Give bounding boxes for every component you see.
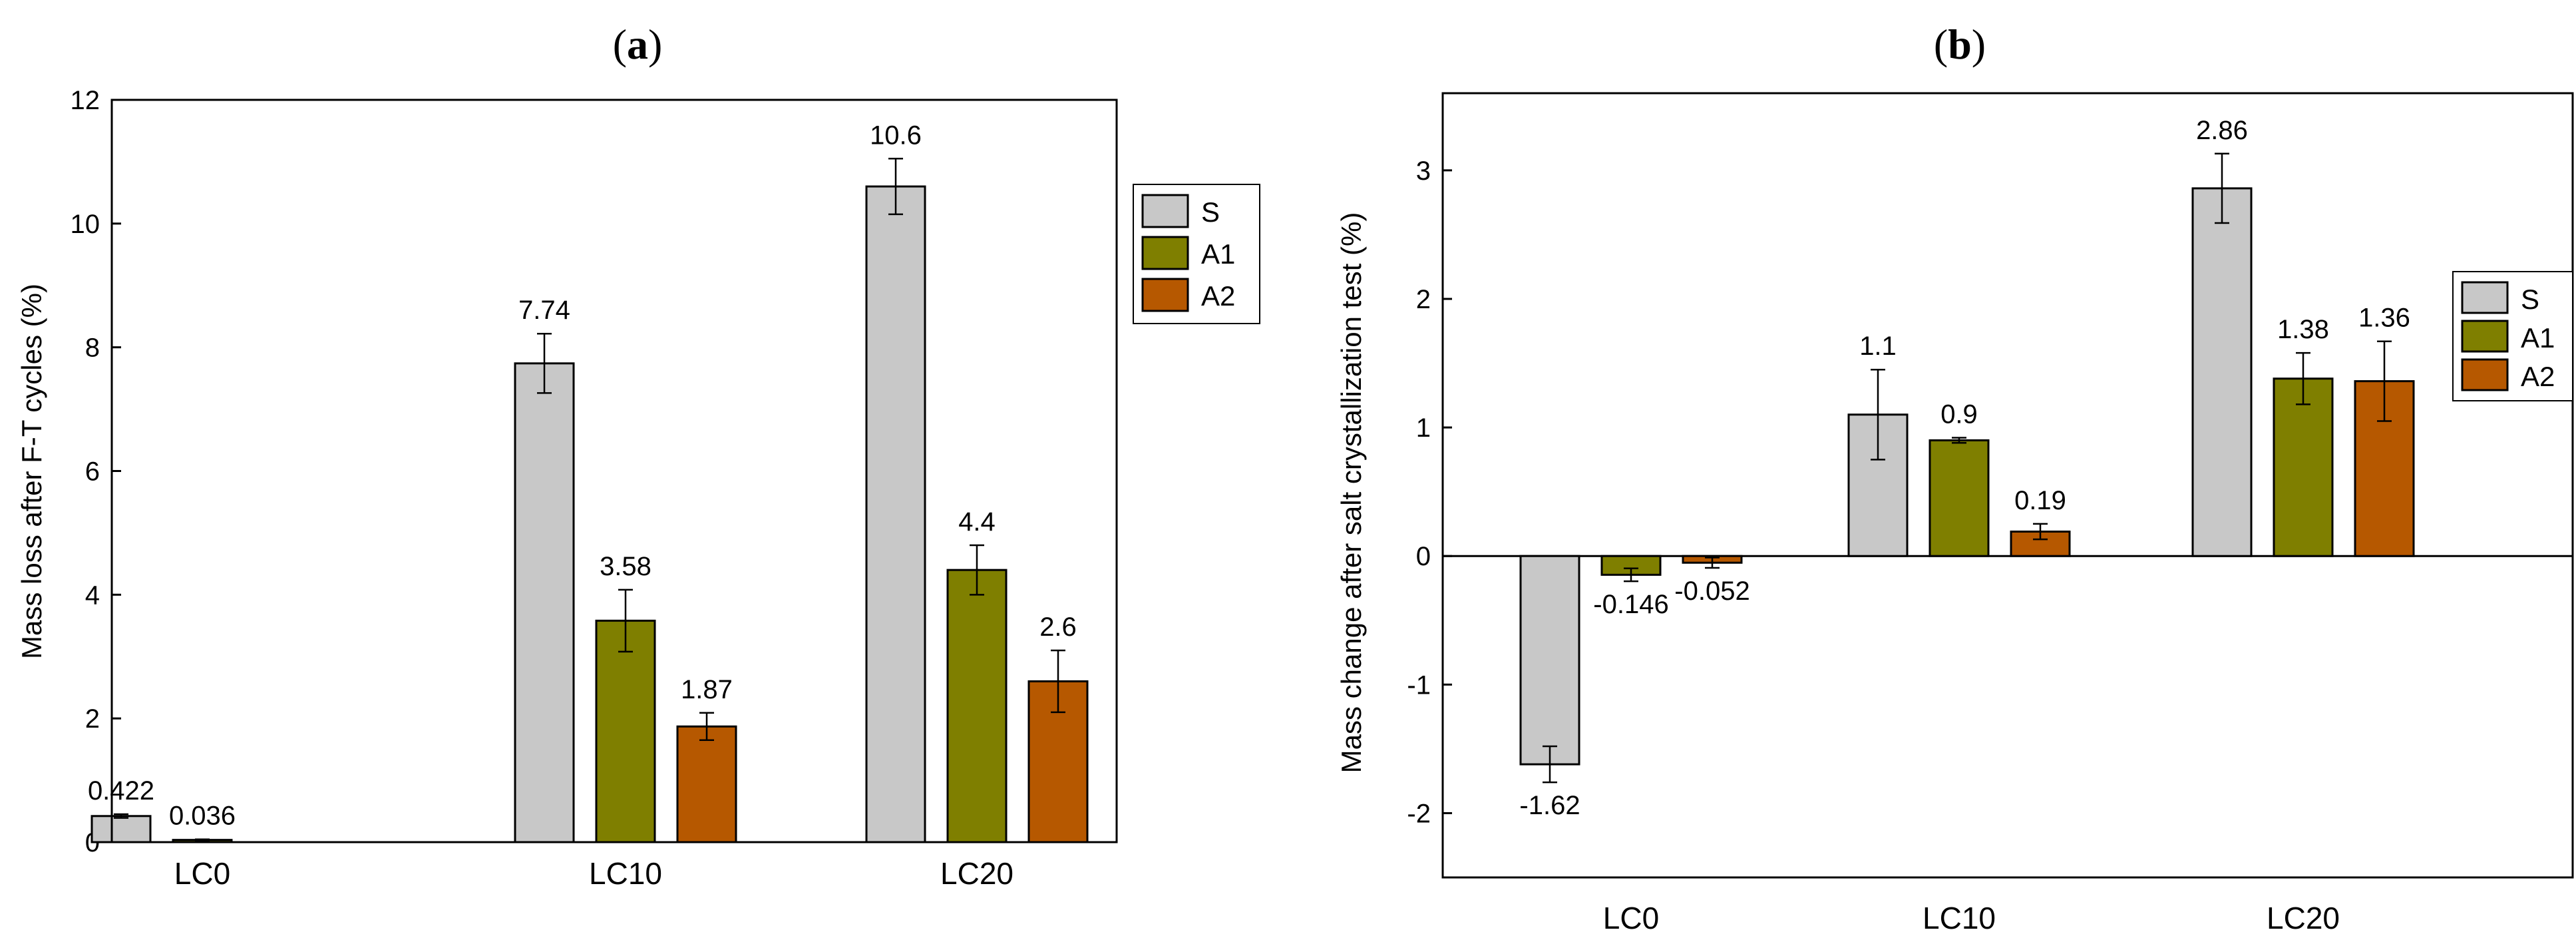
bar-s-lc0 [91,815,152,843]
chart-panel-a: (a) 024681012 0.4220.0367.743.581.8710.6… [16,21,1260,891]
data-label: 3.58 [600,552,651,581]
error-bars-a [114,158,1065,841]
chart-panel-b: (b) -2 -1 0 1 2 3 -1.62 -0.146 -0.052 1.1 0.9 0.19… [1336,21,2574,935]
data-label: 7.74 [518,296,570,325]
data-labels-a: 0.422 0.036 7.74 3.58 1.87 10.6 4.4 2.6 [88,120,1077,830]
data-label: 1.38 [2277,315,2329,344]
data-label: 0.19 [2014,486,2066,515]
y-tick-label: 3 [1416,156,1431,186]
bars-b [1519,187,2415,766]
legend-label-a2: A2 [2521,361,2555,392]
y-tick-label: 6 [85,457,100,487]
y-axis-title-a: Mass loss after F-T cycles (%) [16,284,47,659]
bar-a1-lc10 [1929,439,1990,557]
y-axis-title-b: Mass change after salt crystallization t… [1336,212,1367,774]
legend-a: S A1 A2 [1133,184,1260,324]
y-tick-label: 10 [71,210,100,239]
y-axis-ticks-a: 024681012 [71,86,121,857]
bar-a1-lc20 [2273,377,2334,557]
panel-a-label: (a) [613,21,663,68]
y-tick-label: 4 [85,581,100,610]
panel-b-label: (b) [1934,21,1986,68]
y-tick-label: -2 [1407,799,1431,828]
data-label: 1.36 [2358,304,2410,333]
data-label: -0.146 [1593,590,1668,619]
y-tick-label: 0 [1416,542,1431,571]
data-label: 1.87 [681,675,733,704]
data-label: 1.1 [1859,332,1897,361]
data-label: 0.9 [1940,400,1978,429]
legend-swatch-s [2461,281,2509,314]
y-tick-label: 8 [85,334,100,363]
data-label: 0.036 [169,802,236,831]
y-tick-label: 12 [71,86,100,115]
category-labels-b: LC0 LC10 LC20 [1603,901,2340,935]
x-category-label: LC0 [174,856,230,891]
bar-s-lc20 [2191,187,2253,557]
data-label: -0.052 [1674,577,1749,606]
data-label: 2.86 [2196,116,2248,145]
plot-frame-a [110,99,1118,843]
data-label: -1.62 [1519,791,1580,820]
bar-s-lc10 [514,362,575,843]
bar-a2-lc10 [676,725,737,843]
x-category-label: LC20 [2267,901,2340,935]
legend-label-a2: A2 [1201,280,1235,312]
legend-swatch-s [1141,194,1189,228]
category-labels-a: LC0 LC10 LC20 [174,856,1013,891]
x-category-label: LC10 [1923,901,1996,935]
legend-label-a1: A1 [2521,322,2555,354]
error-bars-b [1543,152,2392,784]
legend-swatch-a1 [1141,236,1189,270]
bar-s-lc20 [865,185,926,843]
data-label: 4.4 [958,507,996,537]
legend-b: S A1 A2 [2452,271,2573,401]
y-tick-label: 1 [1416,413,1431,443]
legend-label-a1: A1 [1201,238,1235,270]
x-category-label: LC0 [1603,901,1659,935]
data-labels-b: -1.62 -0.146 -0.052 1.1 0.9 0.19 2.86 1.38 1.36 [1519,116,2410,820]
bar-a1-lc20 [946,569,1008,843]
bar-s-lc0 [1519,555,1580,766]
data-label: 10.6 [870,120,922,150]
legend-swatch-a2 [2461,358,2509,391]
bars-a [91,185,1089,843]
data-label: 2.6 [1039,612,1077,642]
legend-label-s: S [1201,196,1220,228]
x-category-label: LC10 [589,856,662,891]
y-tick-label: -1 [1407,670,1431,700]
y-tick-label: 2 [1416,285,1431,314]
y-axis-ticks-b: -2 -1 0 1 2 3 [1407,156,1452,828]
bar-a1-lc10 [595,619,656,843]
legend-label-s: S [2521,284,2539,315]
data-label: 0.422 [88,776,154,806]
y-tick-label: 2 [85,704,100,734]
plot-frame-b [1441,92,2574,879]
legend-swatch-a1 [2461,320,2509,353]
x-category-label: LC20 [940,856,1013,891]
legend-swatch-a2 [1141,278,1189,312]
